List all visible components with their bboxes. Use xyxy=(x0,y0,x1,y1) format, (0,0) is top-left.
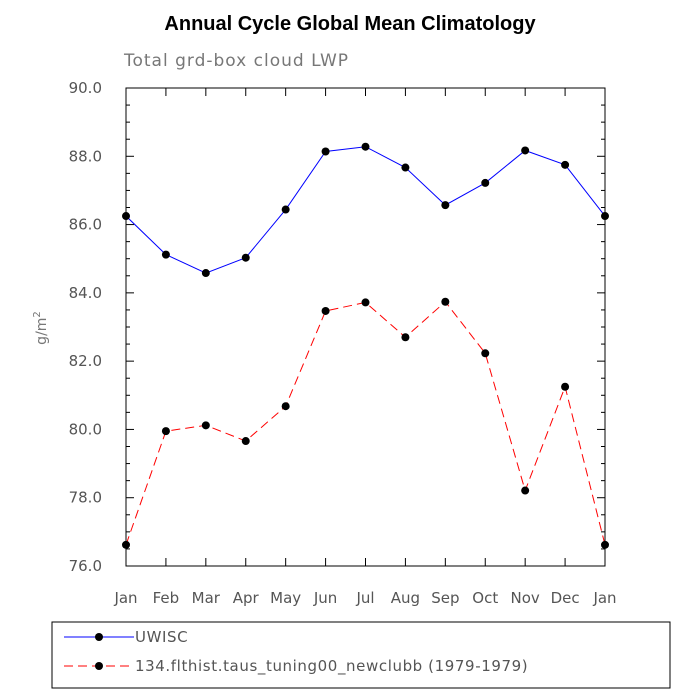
data-point xyxy=(441,297,450,306)
y-tick-label: 88.0 xyxy=(69,147,102,165)
y-tick-label: 90.0 xyxy=(69,79,102,97)
y-axis-label: g/m2 xyxy=(32,311,50,345)
data-point xyxy=(561,382,570,391)
y-tick-label: 86.0 xyxy=(69,216,102,234)
data-point xyxy=(521,486,530,495)
x-tick-label: May xyxy=(270,589,301,607)
data-point xyxy=(441,201,450,210)
data-point xyxy=(481,178,490,187)
legend: UWISC 134.flthist.taus_tuning00_newclubb … xyxy=(51,621,671,689)
data-point xyxy=(201,421,210,430)
chart-title: Annual Cycle Global Mean Climatology xyxy=(164,13,536,35)
data-point xyxy=(241,437,250,446)
legend-marker xyxy=(95,633,103,641)
x-tick-label: Mar xyxy=(192,589,221,607)
data-point xyxy=(161,427,170,436)
x-tick-label: Feb xyxy=(153,589,180,607)
x-tick-label: Oct xyxy=(472,589,498,607)
legend-marker xyxy=(95,662,103,670)
legend-box xyxy=(51,621,671,689)
y-tick-label: 76.0 xyxy=(69,557,102,575)
data-point xyxy=(161,250,170,259)
x-tick-label: Jul xyxy=(355,589,374,607)
x-tick-label: Aug xyxy=(391,589,420,607)
data-point xyxy=(321,147,330,156)
legend-label: 134.flthist.taus_tuning00_newclubb (1979… xyxy=(135,657,528,676)
y-tick-label: 82.0 xyxy=(69,352,102,370)
data-point xyxy=(361,298,370,307)
y-axis-label-text: g/m xyxy=(34,318,50,345)
x-tick-label: Sep xyxy=(431,589,459,607)
data-point xyxy=(321,306,330,315)
y-tick-label: 80.0 xyxy=(69,420,102,438)
y-tick-label: 84.0 xyxy=(69,284,102,302)
data-point xyxy=(361,142,370,151)
y-tick-label: 78.0 xyxy=(69,489,102,507)
svg-text:g/m2: g/m2 xyxy=(32,311,50,345)
x-tick-label: Jan xyxy=(592,589,616,607)
data-point xyxy=(201,269,210,278)
plot-frame xyxy=(125,87,606,567)
data-point xyxy=(481,349,490,358)
legend-label: UWISC xyxy=(135,628,188,646)
tick-labels: 76.0 78.0 80.0 82.0 84.0 86.0 88.0 90.0 Jan Feb Ma… xyxy=(69,79,617,607)
x-tick-label: Dec xyxy=(551,589,580,607)
y-axis-label-superscript: 2 xyxy=(32,311,43,317)
data-point xyxy=(401,163,410,172)
data-point xyxy=(281,205,290,214)
x-tick-label: Apr xyxy=(233,589,260,607)
axis-ticks xyxy=(125,87,606,567)
x-tick-label: Jun xyxy=(313,589,337,607)
series-line xyxy=(125,301,606,545)
data-point xyxy=(401,333,410,342)
x-tick-label: Nov xyxy=(511,589,540,607)
data-point xyxy=(521,146,530,155)
series-line xyxy=(125,146,606,274)
chart-subtitle: Total grd-box cloud LWP xyxy=(123,51,349,71)
data-point xyxy=(561,160,570,169)
data-point xyxy=(281,402,290,411)
x-tick-label: Jan xyxy=(113,589,137,607)
series-layer xyxy=(122,142,609,549)
data-point xyxy=(241,253,250,262)
